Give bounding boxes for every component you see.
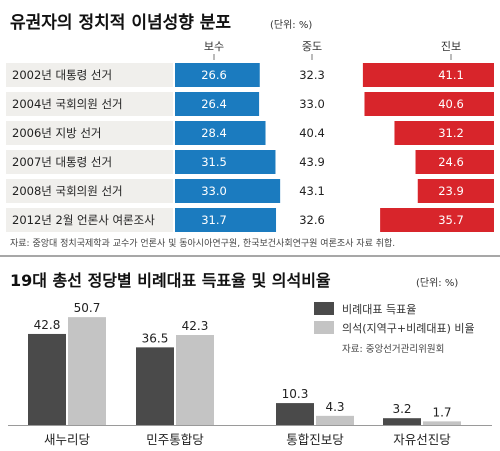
- row-label-band: [6, 63, 173, 87]
- value-label-progressive: 41.1: [438, 68, 464, 82]
- legend-swatch-proportional: [314, 302, 334, 315]
- ideology-distribution-chart: 유권자의 정치적 이념성향 분포 (단위: %) 보수 중도 진보 2002년 …: [0, 12, 500, 257]
- row-label-band: [6, 92, 173, 116]
- value-label-proportional: 10.3: [282, 387, 309, 401]
- bar-moderate: [275, 150, 416, 174]
- bar-progressive: [417, 179, 494, 203]
- category-label: 통합진보당: [286, 432, 344, 447]
- unit-note: (단위: %): [270, 18, 312, 31]
- bar-seat: [423, 421, 461, 425]
- value-label-moderate: 43.9: [299, 155, 325, 169]
- category-label: 자유선진당: [393, 432, 451, 447]
- value-label-conservative: 26.6: [201, 68, 227, 82]
- value-label-progressive: 35.7: [438, 213, 464, 227]
- value-label-proportional: 36.5: [142, 331, 169, 345]
- legend-label-progressive: 진보: [441, 40, 461, 53]
- value-label-seat: 1.7: [432, 405, 451, 419]
- row-label: 2007년 대통령 선거: [12, 155, 112, 169]
- value-label-conservative: 33.0: [201, 184, 227, 198]
- value-label-conservative: 26.4: [201, 97, 227, 111]
- bar-moderate: [259, 92, 365, 116]
- grouped-bars: 42.8 50.7 새누리당 36.5 42.3 민주통합당 10.3 4.3 통합진보당 3.2…: [8, 301, 492, 447]
- value-label-moderate: 43.1: [299, 184, 325, 198]
- row-label: 2008년 국회의원 선거: [12, 184, 123, 198]
- bar-seat: [316, 415, 354, 425]
- row-label-band: [6, 208, 173, 232]
- bar-conservative: [175, 92, 260, 116]
- source-note-2: 자료: 중앙선거관리위원회: [342, 343, 444, 355]
- value-label-proportional: 42.8: [34, 318, 61, 332]
- value-label-proportional: 3.2: [392, 402, 411, 416]
- value-label-moderate: 40.4: [299, 126, 325, 140]
- bar-conservative: [175, 63, 260, 87]
- bar-moderate: [259, 63, 363, 87]
- bar-conservative: [175, 179, 281, 203]
- value-label-moderate: 33.0: [299, 97, 325, 111]
- unit-note-2: (단위: %): [416, 276, 458, 289]
- chart-title-2: 19대 총선 정당별 비례대표 득표율 및 의석비율: [10, 271, 331, 290]
- category-label: 민주통합당: [146, 432, 204, 447]
- value-label-seat: 42.3: [182, 319, 209, 333]
- legend-label-moderate: 중도: [302, 40, 322, 53]
- bar-progressive: [362, 63, 494, 87]
- legend-swatch-seat: [314, 321, 334, 334]
- bar-progressive: [394, 121, 494, 145]
- value-label-progressive: 31.2: [438, 126, 464, 140]
- chart-title: 유권자의 정치적 이념성향 분포: [10, 12, 231, 33]
- value-label-progressive: 24.6: [438, 155, 464, 169]
- value-label-progressive: 40.6: [438, 97, 464, 111]
- bar-seat: [68, 317, 106, 425]
- value-label-conservative: 31.7: [201, 213, 227, 227]
- bar-progressive: [380, 208, 494, 232]
- legend-label-conservative: 보수: [204, 40, 224, 53]
- bar-moderate: [280, 179, 418, 203]
- value-label-conservative: 31.5: [201, 155, 227, 169]
- bar-conservative: [175, 208, 277, 232]
- row-label: 2002년 대통령 선거: [12, 68, 112, 82]
- bar-seat: [176, 335, 214, 425]
- bar-conservative: [175, 121, 266, 145]
- value-label-progressive: 23.9: [438, 184, 464, 198]
- source-note: 자료: 중앙대 정치국제학과 교수가 언론사 및 동아시아연구원, 한국보건사회…: [10, 237, 395, 249]
- stacked-bar-rows: 2002년 대통령 선거 26.6 32.3 41.1 2004년 국회의원 선거 26.…: [6, 63, 494, 232]
- bar-proportional: [136, 347, 174, 425]
- bar-conservative: [175, 150, 276, 174]
- row-label-band: [6, 121, 173, 145]
- value-label-moderate: 32.3: [299, 68, 325, 82]
- category-label: 새누리당: [44, 432, 91, 447]
- bar-progressive: [415, 150, 494, 174]
- bar-moderate: [276, 208, 381, 232]
- value-label-moderate: 32.6: [299, 213, 325, 227]
- legend-label-proportional: 비례대표 득표율: [342, 303, 416, 316]
- bar-moderate: [265, 121, 395, 145]
- legend-label-seat: 의석(지역구+비례대표) 비율: [342, 322, 475, 335]
- value-label-seat: 4.3: [325, 400, 344, 414]
- value-label-conservative: 28.4: [201, 126, 227, 140]
- bar-proportional: [276, 403, 314, 425]
- row-label: 2012년 2월 언론사 여론조사: [12, 213, 155, 227]
- bar-proportional: [383, 418, 421, 425]
- bar-proportional: [28, 333, 66, 425]
- value-label-seat: 50.7: [74, 301, 101, 315]
- row-label: 2004년 국회의원 선거: [12, 97, 123, 111]
- row-label-band: [6, 150, 173, 174]
- bar-progressive: [364, 92, 494, 116]
- row-label-band: [6, 179, 173, 203]
- row-label: 2006년 지방 선거: [12, 126, 101, 140]
